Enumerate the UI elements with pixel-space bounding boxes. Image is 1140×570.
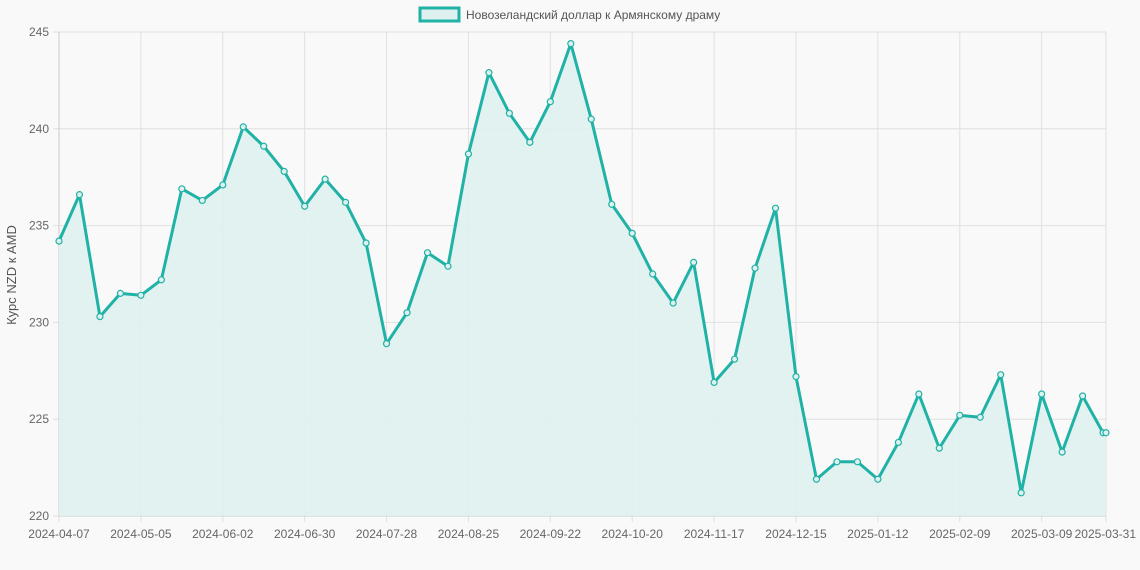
data-point: [935, 444, 943, 452]
data-point: [792, 373, 800, 381]
x-tick-label: 2024-11-17: [684, 527, 745, 541]
y-tick-label: 225: [29, 412, 49, 426]
data-point: [137, 291, 145, 299]
y-tick-label: 240: [29, 122, 49, 136]
x-axis-ticks: 2024-04-07 2024-05-05 2024-06-02 2024-06-30…: [28, 527, 1136, 541]
data-points: [55, 40, 1110, 497]
data-point: [997, 371, 1005, 379]
legend[interactable]: Новозеландский доллар к Армянскому драму: [418, 6, 720, 23]
data-point: [321, 175, 329, 183]
data-point: [812, 475, 821, 483]
y-tick-label: 235: [29, 219, 49, 233]
data-point: [75, 191, 84, 199]
data-point: [669, 299, 677, 307]
data-point: [1038, 390, 1046, 398]
data-point: [280, 167, 288, 175]
data-point: [505, 109, 513, 117]
x-tick-label: 2024-09-22: [520, 527, 582, 541]
data-point: [567, 40, 575, 48]
y-tick-label: 245: [29, 25, 49, 39]
data-point: [239, 123, 247, 131]
data-point: [403, 309, 411, 317]
data-point: [198, 196, 206, 205]
data-point: [833, 458, 841, 466]
x-tick-label: 2025-01-12: [847, 527, 909, 541]
data-point: [464, 150, 473, 158]
y-axis-title: Курс NZD к AMD: [4, 225, 19, 325]
x-tick-label: 2024-06-02: [192, 527, 254, 541]
data-point: [157, 276, 165, 284]
data-point: [587, 115, 595, 123]
data-point: [526, 138, 534, 146]
data-point: [771, 204, 780, 212]
data-point: [649, 270, 657, 278]
data-point: [342, 198, 350, 206]
data-point: [608, 200, 616, 208]
data-point: [976, 413, 984, 421]
x-tick-label: 2025-02-09: [929, 527, 991, 541]
data-point: [116, 289, 125, 297]
x-tick-label: 2024-06-30: [274, 527, 336, 541]
data-point: [546, 98, 554, 106]
x-tick-label: 2024-05-05: [110, 527, 172, 541]
legend-label[interactable]: Новозеландский доллар к Армянскому драму: [466, 8, 720, 22]
data-point: [751, 264, 759, 272]
data-point: [874, 475, 882, 483]
data-point: [444, 262, 452, 270]
x-tick-label: 2024-07-28: [356, 527, 418, 541]
data-point: [485, 69, 493, 77]
data-point: [1058, 448, 1066, 456]
data-point: [382, 340, 391, 348]
x-tick-label: 2024-12-15: [765, 527, 827, 541]
data-point: [301, 202, 309, 210]
data-point: [915, 390, 923, 398]
data-point: [853, 458, 862, 466]
data-point: [710, 378, 718, 387]
y-tick-label: 230: [29, 315, 49, 329]
data-point: [423, 249, 432, 257]
x-tick-label: 2024-08-25: [438, 527, 500, 541]
data-point: [690, 258, 698, 266]
data-point: [1079, 392, 1087, 400]
data-point: [178, 185, 186, 193]
data-point: [1017, 489, 1025, 497]
x-tick-label: 2025-03-09: [1011, 527, 1073, 541]
x-tick-label: 2024-04-07: [28, 527, 90, 541]
legend-swatch[interactable]: [418, 6, 461, 23]
data-point: [956, 411, 964, 419]
data-point: [730, 355, 739, 363]
data-point: [628, 229, 636, 237]
y-axis-ticks: 220 225 230 235 240 245: [29, 25, 49, 523]
x-tick-label: 2025-03-31: [1075, 527, 1137, 541]
data-point: [1102, 429, 1110, 437]
data-point: [55, 237, 63, 245]
data-point: [362, 239, 370, 247]
series-area-fill: [59, 43, 1106, 517]
area-fill-layer: [59, 43, 1106, 517]
data-point: [894, 438, 902, 447]
data-point: [96, 312, 104, 321]
data-point: [260, 142, 268, 150]
y-tick-label: 220: [29, 509, 49, 523]
data-point: [219, 181, 227, 189]
x-tick-label: 2024-10-20: [602, 527, 664, 541]
